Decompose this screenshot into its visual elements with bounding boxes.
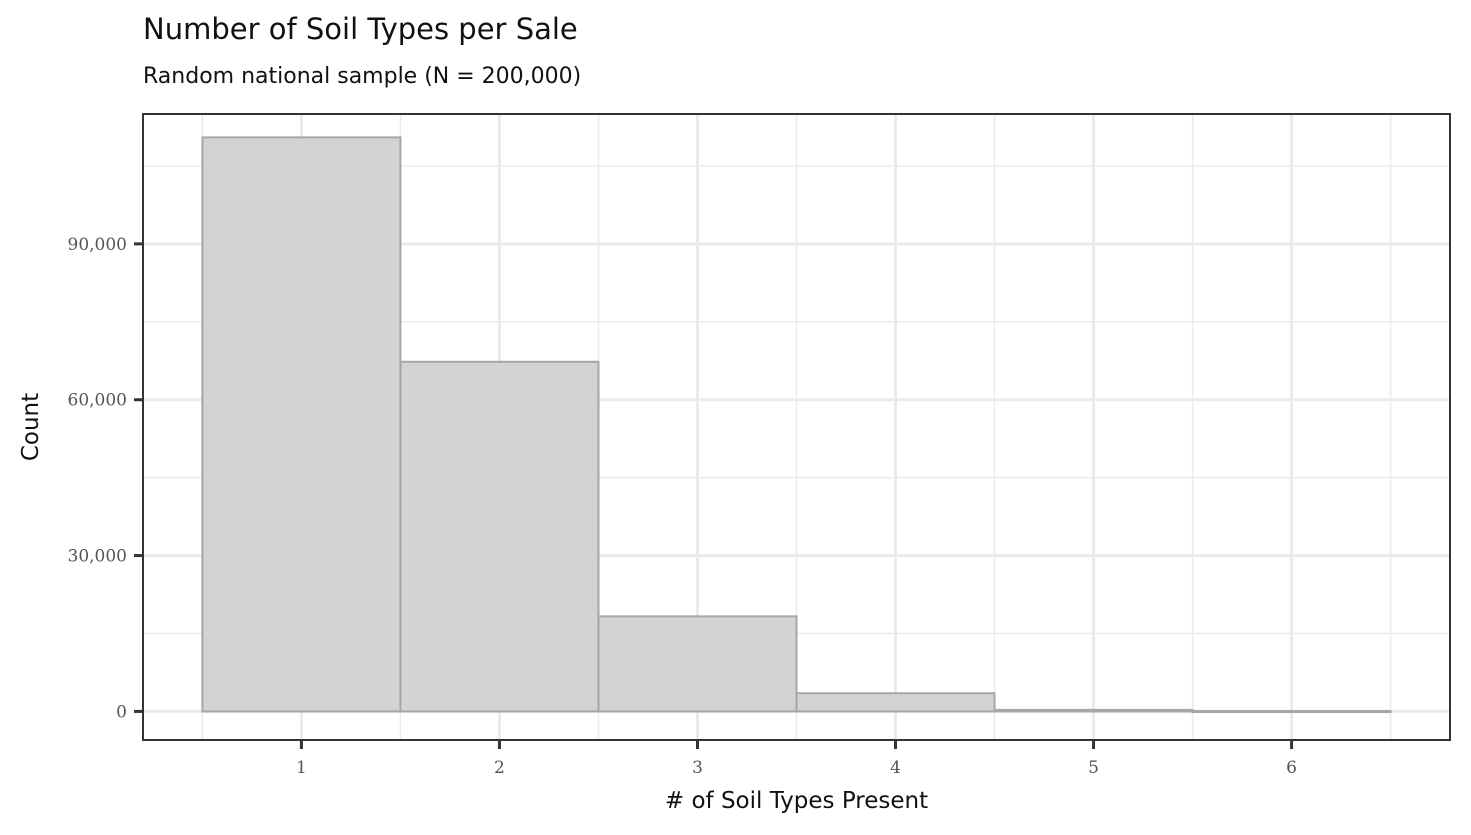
y-tick-label: 60,000 bbox=[68, 391, 127, 411]
bars bbox=[201, 136, 1392, 714]
chart-title: Number of Soil Types per Sale bbox=[143, 12, 578, 46]
chart-subtitle: Random national sample (N = 200,000) bbox=[143, 64, 582, 89]
bar-5 bbox=[993, 708, 1194, 713]
bar-4 bbox=[795, 692, 996, 713]
x-tick-label: 4 bbox=[890, 758, 901, 778]
bar-6 bbox=[1191, 710, 1392, 714]
bar-3 bbox=[597, 615, 798, 713]
x-tick-label: 2 bbox=[494, 758, 505, 778]
bar-2 bbox=[399, 360, 600, 713]
x-tick-label: 6 bbox=[1286, 758, 1297, 778]
bar-1 bbox=[201, 136, 402, 713]
x-tick-label: 5 bbox=[1088, 758, 1099, 778]
y-tick-label: 90,000 bbox=[68, 235, 127, 255]
y-tick-label: 30,000 bbox=[68, 547, 127, 567]
y-axis: 0 30,000 60,000 90,000 bbox=[68, 235, 143, 722]
x-tick-label: 1 bbox=[296, 758, 307, 778]
x-tick-label: 3 bbox=[692, 758, 703, 778]
panel-border bbox=[142, 113, 1451, 741]
y-tick-label: 0 bbox=[116, 702, 127, 722]
y-axis-title: Count bbox=[18, 393, 44, 461]
x-axis-title: # of Soil Types Present bbox=[665, 788, 928, 814]
x-axis: 1 2 3 4 5 6 bbox=[296, 740, 1297, 778]
